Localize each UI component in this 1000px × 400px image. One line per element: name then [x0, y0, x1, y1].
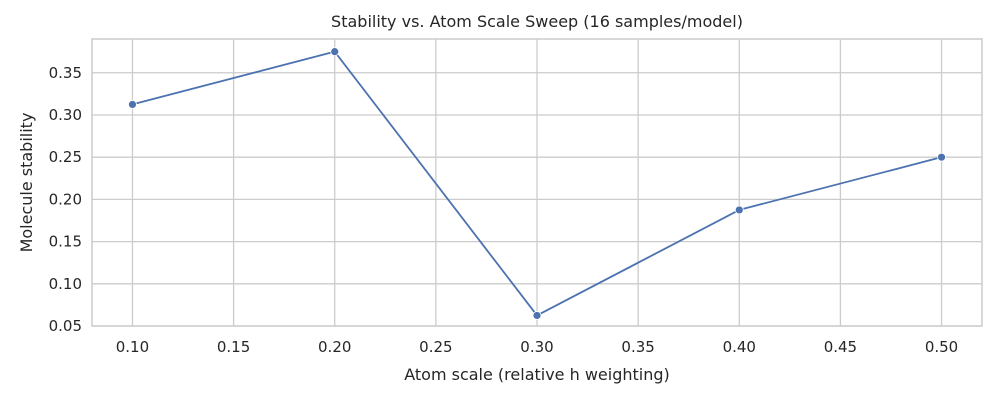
data-point — [330, 47, 340, 57]
data-point — [128, 100, 137, 109]
x-tick-label: 0.30 — [520, 338, 553, 356]
data-point — [734, 205, 744, 215]
x-tick-label: 0.40 — [723, 338, 756, 356]
chart-title: Stability vs. Atom Scale Sweep (16 sampl… — [331, 12, 743, 31]
x-axis-label: Atom scale (relative h weighting) — [404, 365, 670, 384]
series-layer — [128, 47, 946, 320]
x-tick-label: 0.15 — [217, 338, 250, 356]
y-tick-label: 0.25 — [49, 148, 82, 166]
data-point — [532, 311, 542, 320]
y-tick-label: 0.05 — [49, 317, 82, 335]
y-tick-label: 0.20 — [49, 190, 82, 208]
y-tick-label: 0.10 — [49, 275, 82, 293]
data-point — [937, 152, 946, 162]
plot-area-frame — [91, 38, 983, 327]
y-tick-label: 0.15 — [49, 233, 82, 251]
y-axis-label: Molecule stability — [17, 113, 36, 253]
x-tick-label: 0.10 — [116, 338, 149, 356]
x-tick-label: 0.45 — [824, 338, 857, 356]
y-tick-label: 0.35 — [49, 64, 82, 82]
x-tick-labels: 0.10 0.15 0.20 0.25 0.30 0.35 0.40 0.45 0.50 — [116, 338, 958, 356]
y-tick-labels: 0.05 0.10 0.15 0.20 0.25 0.30 0.35 — [49, 64, 82, 335]
x-tick-label: 0.20 — [318, 338, 351, 356]
x-tick-label: 0.50 — [925, 338, 958, 356]
y-tick-label: 0.30 — [49, 106, 82, 124]
x-tick-label: 0.25 — [419, 338, 452, 356]
x-tick-label: 0.35 — [621, 338, 654, 356]
grid — [92, 39, 982, 327]
